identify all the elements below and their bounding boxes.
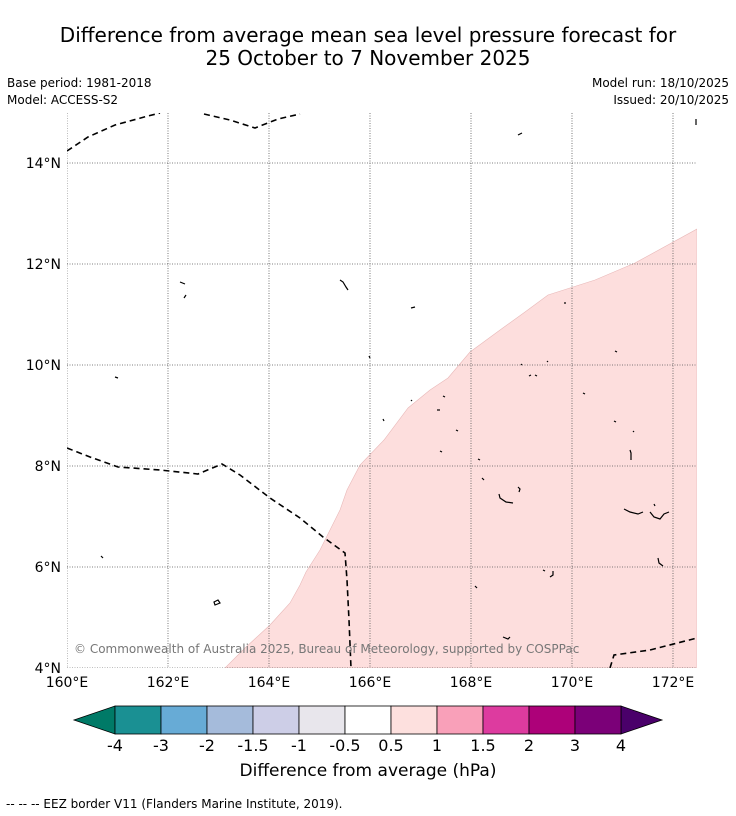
island (477, 458, 481, 461)
latitude-tick-labels: 4°N 6°N 8°N 10°N 12°N 14°N (26, 156, 61, 677)
graticule (67, 113, 697, 668)
longitude-tick-label: 170°E (551, 675, 594, 691)
colorbar-tick-label: 3 (570, 736, 580, 755)
map-title-line-1: Difference from average mean sea level p… (59, 23, 677, 47)
colorbar-tick-label: -1 (291, 736, 307, 755)
model-label: Model: ACCESS-S2 (7, 93, 119, 107)
map-title-line-2: 25 October to 7 November 2025 (205, 46, 531, 70)
eez-border-north-2 (203, 113, 301, 129)
colorbar-over-arrow (620, 705, 664, 735)
island (410, 306, 416, 309)
island (623, 508, 644, 515)
island (520, 363, 523, 366)
map-area: © Commonwealth of Australia 2025, Bureau… (67, 113, 697, 668)
island (339, 279, 349, 291)
colorbar-tick-label: -3 (153, 736, 169, 755)
island (632, 430, 635, 433)
colorbar-tick-label: -2 (199, 736, 215, 755)
colorbar-tick-label: 1.5 (470, 736, 495, 755)
latitude-tick-label: 14°N (26, 156, 61, 172)
colorbar-segment (252, 705, 300, 735)
colorbar-segment (298, 705, 346, 735)
colorbar-tick-label: -4 (107, 736, 123, 755)
longitude-tick-label: 168°E (450, 675, 493, 691)
colorbar-under-arrow (72, 705, 116, 735)
island (542, 569, 546, 572)
colorbar-tick-label: -1.5 (237, 736, 268, 755)
colorbar-tick-label: -0.5 (329, 736, 360, 755)
eez-legend: -- -- -- EEZ border V11 (Flanders Marine… (6, 797, 343, 811)
longitude-tick-label: 162°E (147, 675, 190, 691)
island (517, 132, 523, 136)
pressure-anomaly-region (224, 228, 697, 668)
island (455, 429, 459, 432)
island (517, 486, 521, 493)
island (114, 376, 119, 379)
island (368, 355, 371, 359)
island (546, 360, 549, 363)
longitude-tick-labels: 160°E 162°E 164°E 166°E 168°E 170°E 172°E (46, 675, 695, 691)
longitude-tick-label: 164°E (248, 675, 291, 691)
colorbar-tick-label: 1 (432, 736, 442, 755)
base-period-label: Base period: 1981-2018 (7, 76, 152, 90)
island (474, 585, 478, 589)
colorbar-tick-label: 2 (524, 736, 534, 755)
colorbar-label: Difference from average (hPa) (239, 761, 497, 781)
island (629, 449, 632, 460)
eez-borders (67, 113, 697, 668)
island (613, 420, 617, 423)
longitude-tick-label: 160°E (46, 675, 89, 691)
island (657, 557, 664, 567)
island-outlines (100, 119, 697, 640)
island (528, 374, 538, 377)
island (481, 477, 485, 481)
island (653, 503, 656, 507)
island (183, 294, 187, 299)
latitude-tick-label: 6°N (35, 560, 61, 576)
eez-border-southeast (609, 637, 697, 668)
colorbar: -4 -3 -2 -1.5 -1 -0.5 0.5 1 1.5 2 3 4 (72, 705, 664, 755)
issued-label: Issued: 20/10/2025 (613, 93, 729, 107)
colorbar-segment (436, 705, 484, 735)
island (442, 395, 446, 398)
island (100, 555, 104, 559)
eez-border-west (67, 447, 352, 668)
latitude-tick-label: 12°N (26, 257, 61, 273)
colorbar-segment (574, 705, 622, 735)
island (213, 599, 221, 606)
colorbar-segment (160, 705, 208, 735)
island (498, 493, 514, 504)
island (614, 350, 618, 353)
island (179, 281, 186, 285)
island (649, 511, 670, 520)
longitude-tick-label: 172°E (652, 675, 695, 691)
colorbar-segment (390, 705, 438, 735)
colorbar-segment (528, 705, 576, 735)
colorbar-segment (206, 705, 254, 735)
island (502, 636, 511, 640)
island (439, 450, 443, 453)
colorbar-segment (482, 705, 530, 735)
longitude-tick-label: 166°E (349, 675, 392, 691)
eez-border-north (67, 113, 161, 152)
copyright-notice: © Commonwealth of Australia 2025, Bureau… (74, 642, 579, 656)
latitude-tick-label: 8°N (35, 459, 61, 475)
island (582, 392, 586, 395)
colorbar-tick-label: 0.5 (378, 736, 403, 755)
latitude-tick-label: 4°N (35, 661, 61, 677)
island (549, 571, 554, 578)
model-run-label: Model run: 18/10/2025 (591, 76, 729, 90)
island (410, 399, 413, 402)
colorbar-tick-label: 4 (616, 736, 626, 755)
colorbar-segment (114, 705, 162, 735)
colorbar-segment (344, 705, 392, 735)
island (382, 418, 385, 422)
latitude-tick-label: 10°N (26, 358, 61, 374)
